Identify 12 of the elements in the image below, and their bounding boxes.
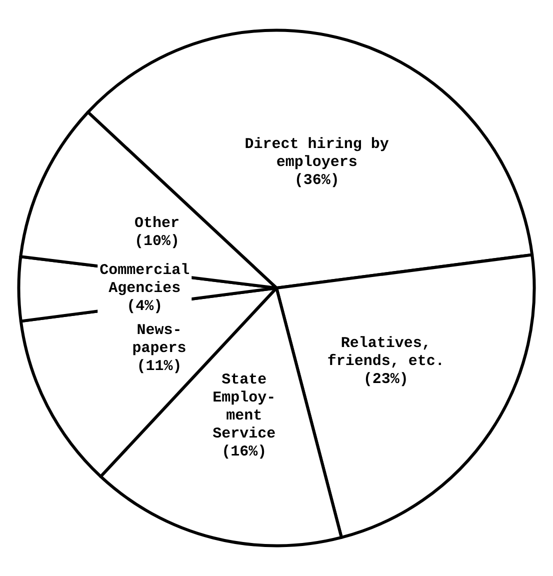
- slice-label: Commercial Agencies: [100, 262, 190, 297]
- data-label: (16%): [222, 443, 267, 460]
- data-label: (11%): [136, 358, 182, 375]
- slice-label: State Employ- ment Service: [212, 371, 276, 442]
- slice-label: Direct hiring by employers: [244, 136, 389, 171]
- data-label: (23%): [363, 371, 408, 388]
- data-label: (36%): [294, 172, 340, 189]
- slice-label: News- papers: [132, 322, 186, 357]
- data-label: (4%): [126, 298, 163, 315]
- slice-label: Relatives, friends, etc.: [327, 335, 444, 370]
- data-label: (10%): [134, 232, 180, 250]
- slice-label: Other: [134, 214, 180, 232]
